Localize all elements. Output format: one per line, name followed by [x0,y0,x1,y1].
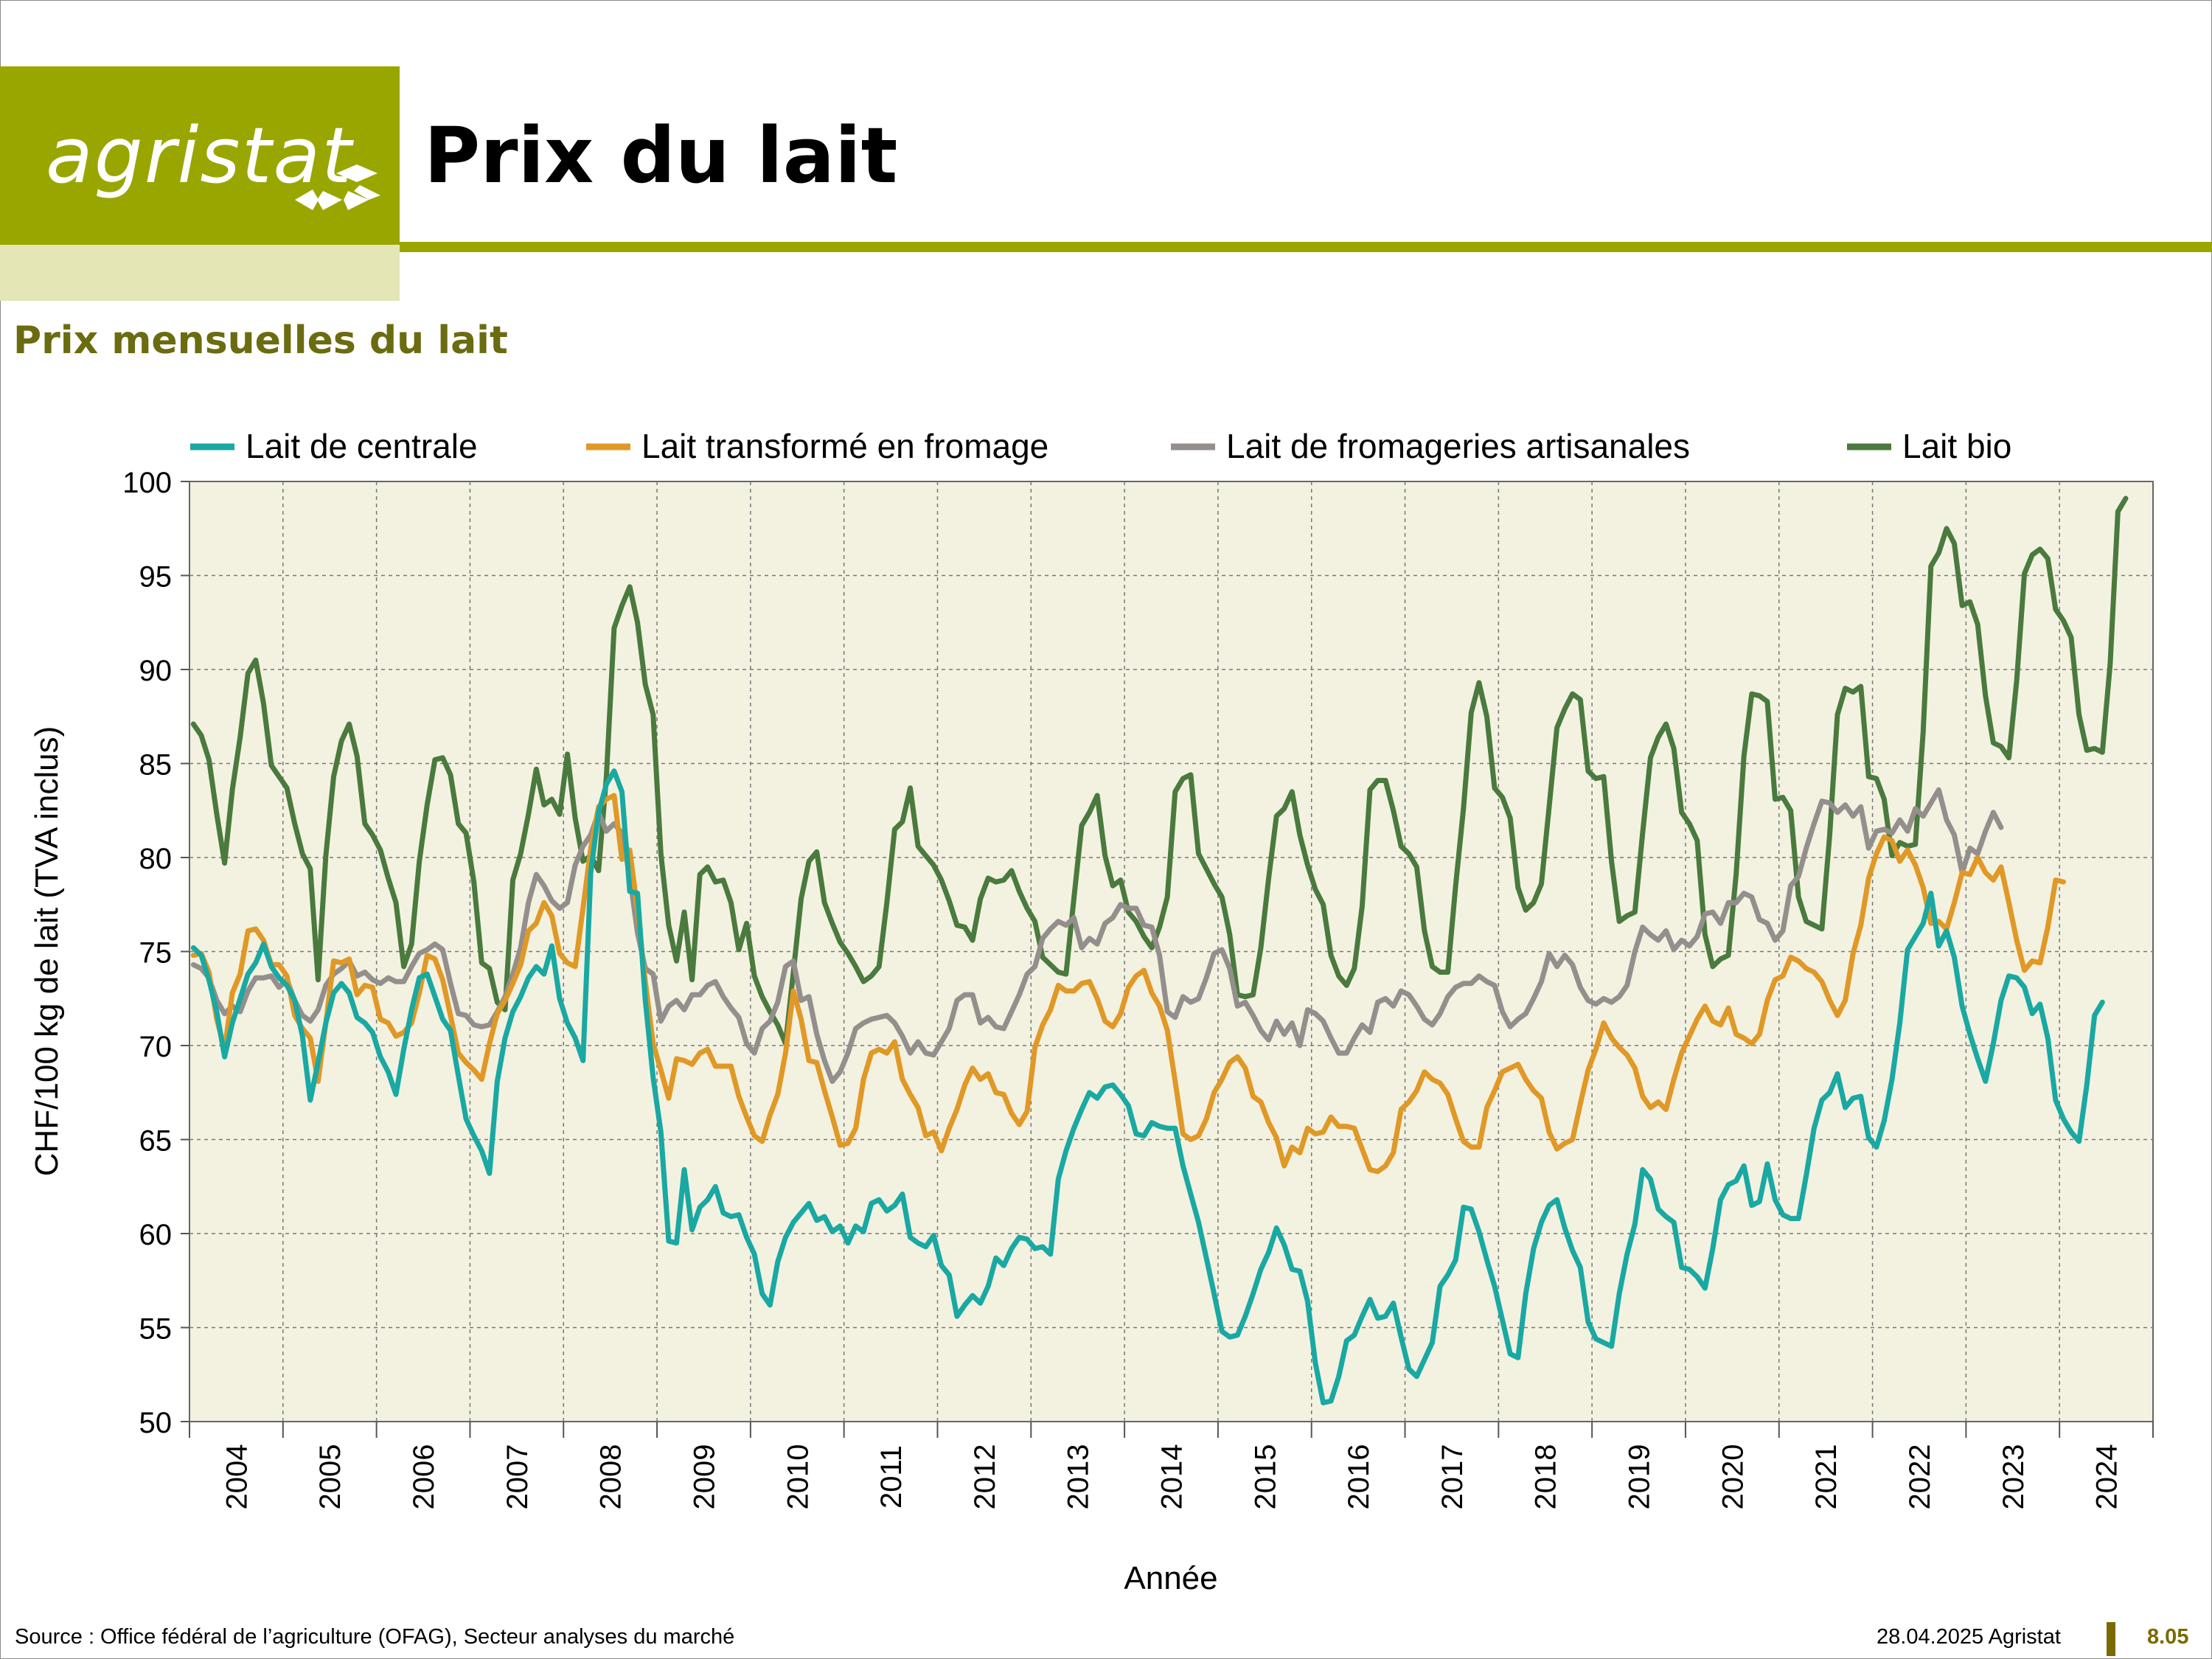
x-tick-label: 2022 [1904,1444,1936,1510]
x-tick-label: 2006 [408,1444,440,1510]
y-tick-label: 70 [139,1031,173,1063]
footer-date: 28.04.2025 Agristat [1877,1625,2061,1649]
title-underline [400,242,2212,252]
series-line-centrale [190,768,2105,1405]
x-tick-label: 2008 [595,1444,627,1510]
x-tick-label: 2013 [1062,1444,1095,1510]
legend-label-artisanales: Lait de fromageries artisanales [1226,427,1690,465]
x-tick-label: 2019 [1624,1444,1656,1510]
footer-source: Source : Office fédéral de l’agriculture… [15,1625,735,1649]
footer-page-number: 8.05 [2147,1625,2189,1649]
legend: Lait de centrale Lait transformé en froma… [190,427,2011,465]
x-tick-label: 2014 [1156,1444,1189,1510]
y-axis-label: CHF/100 kg de lait (TVA inclus) [29,726,65,1177]
y-axis: 100 95 90 85 80 75 70 65 60 55 50 [122,467,189,1439]
x-tick-label: 2007 [501,1444,534,1510]
x-tick-label: 2005 [314,1444,347,1510]
legend-label-centrale: Lait de centrale [246,427,478,465]
series-lines [190,495,2129,1405]
x-tick-label: 2018 [1530,1444,1562,1510]
x-tick-label: 2016 [1343,1444,1375,1510]
chart-subtitle: Prix mensuelles du lait [13,319,508,363]
y-tick-label: 85 [139,749,173,782]
series-line-bio [190,495,2129,1046]
y-tick-label: 90 [139,655,173,687]
x-tick-label: 2021 [1810,1444,1843,1510]
logo-diamonds-icon [295,164,380,210]
x-tick-label: 2012 [969,1444,1001,1510]
legend-label-fromage: Lait transformé en fromage [641,427,1048,465]
y-tick-label: 75 [139,937,173,970]
x-tick-label: 2011 [875,1445,908,1509]
x-tick-label: 2023 [1997,1444,2030,1510]
x-tick-label: 2009 [688,1444,720,1510]
x-tick-label: 2017 [1436,1444,1469,1510]
y-tick-label: 60 [139,1219,173,1251]
x-tick-label: 2024 [2091,1444,2124,1510]
y-tick-label: 50 [139,1407,173,1439]
logo-text: agristat [46,111,353,201]
y-tick-label: 80 [139,843,173,875]
footer-divider [2107,1622,2115,1656]
x-tick-label: 2015 [1249,1444,1281,1510]
logo-strip [0,245,400,301]
y-tick-label: 65 [139,1125,173,1158]
x-tick-label: 2020 [1717,1444,1749,1510]
milk-price-chart: 100 95 90 85 80 75 70 65 60 55 50 2004 2005 2006 2007… [29,427,2154,1596]
legend-label-bio: Lait bio [1902,427,2011,465]
x-axis: 2004 2005 2006 2007 2008 2009 2010 2011 2012 2013… [189,1422,2154,1510]
series-line-fromage [190,793,2066,1175]
page-title: Prix du lait [424,111,898,201]
y-tick-label: 95 [139,561,173,594]
x-tick-label: 2004 [220,1444,253,1510]
y-tick-label: 100 [122,467,172,499]
x-axis-label: Année [1124,1560,1217,1596]
x-tick-label: 2010 [782,1444,814,1510]
y-tick-label: 55 [139,1313,173,1346]
agristat-logo [0,66,400,245]
